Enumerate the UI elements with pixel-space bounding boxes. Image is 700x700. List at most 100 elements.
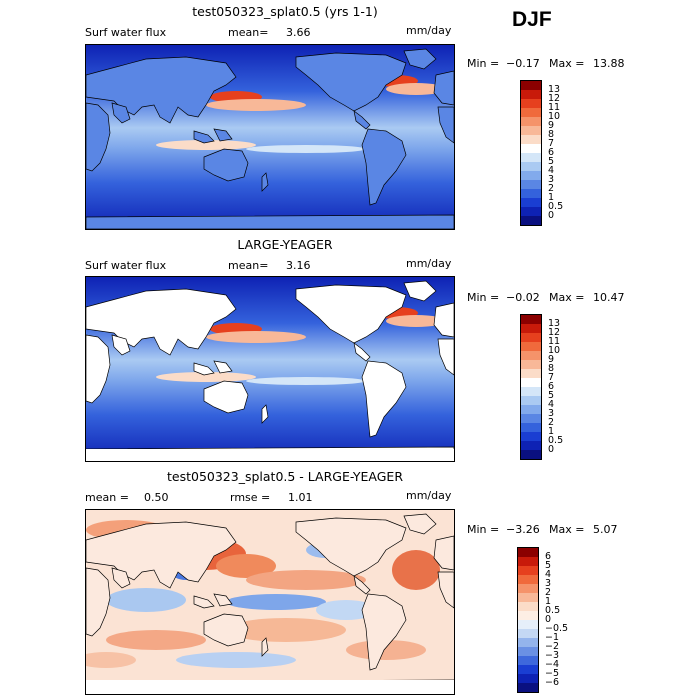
panel-2-min-value: −0.02: [506, 291, 540, 304]
continent-outline: [261, 637, 269, 657]
continent-outline: [213, 360, 233, 374]
colorbar-tick-label: 11: [548, 336, 561, 347]
colorbar-tick-label: 9: [548, 120, 555, 131]
colorbar-tick-label: 3: [548, 174, 555, 185]
continent-outline: [361, 593, 407, 671]
colorbar-tick-label: 5: [548, 390, 555, 401]
colorbar-tick-label: 8: [548, 363, 555, 374]
colorbar-swatch: [521, 81, 541, 90]
colorbar-swatch: [521, 342, 541, 351]
panel-1-variable-label: Surf water flux: [85, 26, 167, 39]
colorbar-swatch: [521, 126, 541, 135]
panel-2-min-label: Min =: [467, 291, 500, 304]
panel-1-min-label: Min =: [467, 57, 500, 70]
flux-region: [386, 315, 446, 327]
continent-outline: [86, 567, 111, 637]
colorbar-swatches: [520, 80, 542, 226]
colorbar-tick-label: 12: [548, 93, 561, 104]
colorbar-tick-label: 2: [548, 183, 555, 194]
colorbar-tick-label: −2: [545, 641, 560, 652]
continent-outline: [295, 517, 407, 577]
panel-1-mean-value: 3.66: [286, 26, 311, 39]
panel-1-map: [85, 44, 455, 230]
colorbar-swatch: [521, 432, 541, 441]
anomaly-region: [106, 588, 186, 612]
panel-1-mean-label: mean=: [228, 26, 269, 39]
colorbar-tick-label: 13: [548, 318, 561, 329]
colorbar-tick-label: −0.5: [545, 623, 569, 634]
colorbar-swatch: [521, 414, 541, 423]
colorbar-swatch: [521, 99, 541, 108]
continent-outline: [213, 593, 233, 607]
anomaly-region: [392, 550, 440, 590]
colorbar-swatch: [521, 153, 541, 162]
colorbar-tick-label: 10: [548, 111, 561, 122]
colorbar-swatch: [521, 378, 541, 387]
panel-3-rmse-value: 1.01: [288, 491, 313, 504]
colorbar-tick-label: 8: [548, 129, 555, 140]
colorbar-swatch: [521, 387, 541, 396]
colorbar-swatch: [521, 189, 541, 198]
continent-outline: [86, 102, 111, 172]
colorbar-swatch: [518, 566, 538, 575]
colorbar-tick-label: 9: [548, 354, 555, 365]
panel-3-title: test050323_splat0.5 - LARGE-YEAGER: [166, 469, 404, 484]
colorbar-tick-label: 4: [548, 399, 555, 410]
panel-2-units: mm/day: [406, 257, 452, 270]
antarctica-mask: [86, 449, 454, 461]
continent-outline: [261, 404, 269, 424]
anomaly-region: [226, 618, 346, 642]
colorbar-tick-label: 1: [548, 426, 555, 437]
continent-outline: [361, 360, 407, 438]
colorbar-swatch: [521, 90, 541, 99]
colorbar-swatch: [518, 674, 538, 683]
continent-outline: [437, 571, 454, 609]
continent-outline: [361, 128, 407, 206]
panel-3-map: [85, 509, 455, 695]
colorbar-swatch: [518, 602, 538, 611]
continent-outline: [86, 214, 454, 229]
colorbar-swatch: [518, 557, 538, 566]
map-layer: [86, 510, 454, 694]
anomaly-region: [246, 570, 366, 590]
colorbar-tick-label: 1: [548, 192, 555, 203]
continent-outline: [403, 513, 437, 535]
continent-outline: [353, 110, 371, 130]
flux-region: [156, 372, 256, 382]
panel-2-variable-label: Surf water flux: [85, 259, 167, 272]
colorbar-tick-label: 7: [548, 372, 555, 383]
continent-outline: [437, 106, 454, 144]
colorbar-swatch: [518, 665, 538, 674]
flux-region: [206, 99, 306, 111]
colorbar-tick-label: 2: [545, 587, 552, 598]
colorbar-swatch: [521, 315, 541, 324]
colorbar-tick-label: 6: [548, 147, 555, 158]
colorbar-swatch: [521, 450, 541, 459]
anomaly-region: [216, 554, 276, 578]
panel-3-min-value: −3.26: [506, 523, 540, 536]
continent-outline: [203, 380, 249, 414]
panel-1-units: mm/day: [406, 24, 452, 37]
panel-2-map: [85, 276, 455, 462]
colorbar-tick-label: −4: [545, 659, 560, 670]
colorbar-tick-label: 0: [548, 444, 555, 455]
continent-outline: [403, 48, 437, 70]
map-layer: [86, 45, 454, 229]
colorbar-tick-label: 7: [548, 138, 555, 149]
colorbar-swatch: [521, 369, 541, 378]
colorbar-tick-label: 2: [548, 417, 555, 428]
continent-outline: [295, 284, 407, 344]
panel-2-max-value: 10.47: [593, 291, 625, 304]
panel-2-mean-label: mean=: [228, 259, 269, 272]
colorbar-tick-label: 13: [548, 84, 561, 95]
flux-region: [206, 331, 306, 343]
flux-region: [246, 377, 366, 385]
continent-outline: [437, 338, 454, 376]
colorbar-tick-label: −5: [545, 668, 560, 679]
colorbar-tick-label: 4: [548, 165, 555, 176]
panel-2-max-label: Max =: [549, 291, 585, 304]
colorbar-tick-label: 6: [548, 381, 555, 392]
colorbar-swatch: [518, 620, 538, 629]
flux-region: [386, 83, 446, 95]
colorbar-swatch: [518, 548, 538, 557]
